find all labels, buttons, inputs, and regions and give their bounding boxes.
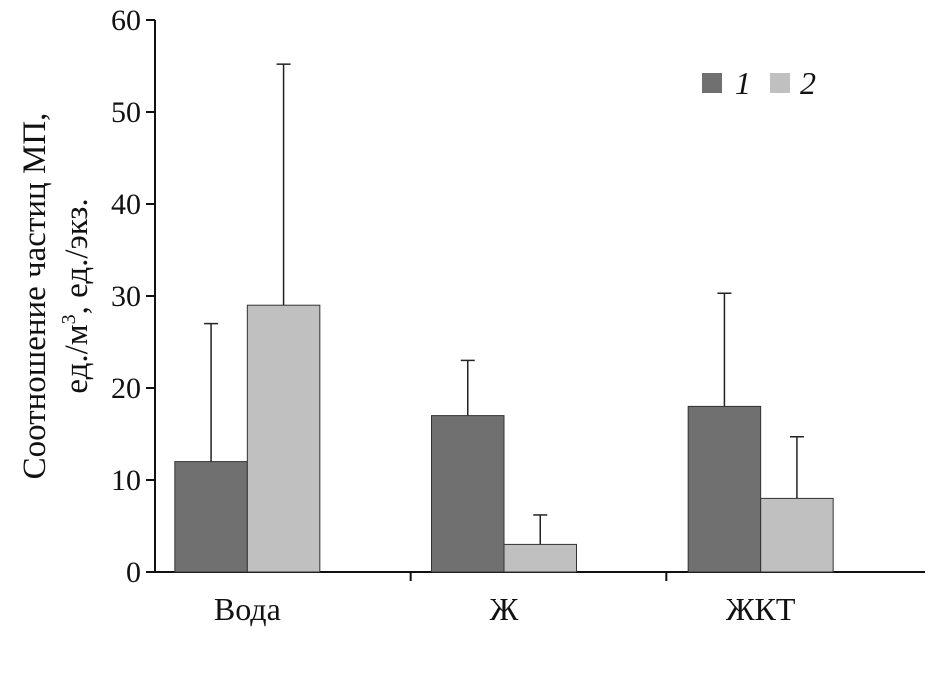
y-tick-label: 30 — [111, 280, 141, 313]
bar-series-2 — [246, 304, 321, 573]
legend-swatch-2 — [770, 73, 790, 93]
bar-series-1 — [174, 461, 248, 573]
y-axis: 0 10 20 30 40 50 60 — [111, 4, 156, 589]
y-tick-label: 60 — [111, 4, 141, 37]
y-tick-label: 20 — [111, 372, 141, 405]
y-tick-label: 0 — [126, 556, 141, 589]
y-tick-label: 40 — [111, 188, 141, 221]
legend-label-2: 2 — [800, 65, 816, 101]
bars — [174, 63, 834, 573]
bar-series-1 — [687, 405, 762, 573]
x-tick-label: Ж — [490, 591, 519, 627]
legend: 1 2 — [702, 65, 816, 101]
y-axis-label-sup: 3 — [58, 314, 80, 324]
legend-label-1: 1 — [735, 65, 751, 101]
x-axis: Вода Ж ЖКТ — [155, 571, 925, 627]
y-axis-label-line2: ед./м3, ед./экз. — [58, 198, 95, 393]
x-tick-label: ЖКТ — [726, 591, 796, 627]
legend-swatch-1 — [702, 73, 722, 93]
y-tick-label: 10 — [111, 464, 141, 497]
y-axis-label-line1: Соотношение частиц МП, — [17, 113, 53, 480]
bar-series-2 — [503, 543, 577, 573]
y-axis-label-unit2: , ед./экз. — [59, 198, 95, 314]
y-axis-label-unit: ед./м — [59, 324, 95, 393]
x-tick-label: Вода — [214, 591, 281, 627]
bar-series-2 — [760, 497, 834, 573]
y-tick-label: 50 — [111, 96, 141, 129]
bar-series-1 — [431, 415, 505, 573]
